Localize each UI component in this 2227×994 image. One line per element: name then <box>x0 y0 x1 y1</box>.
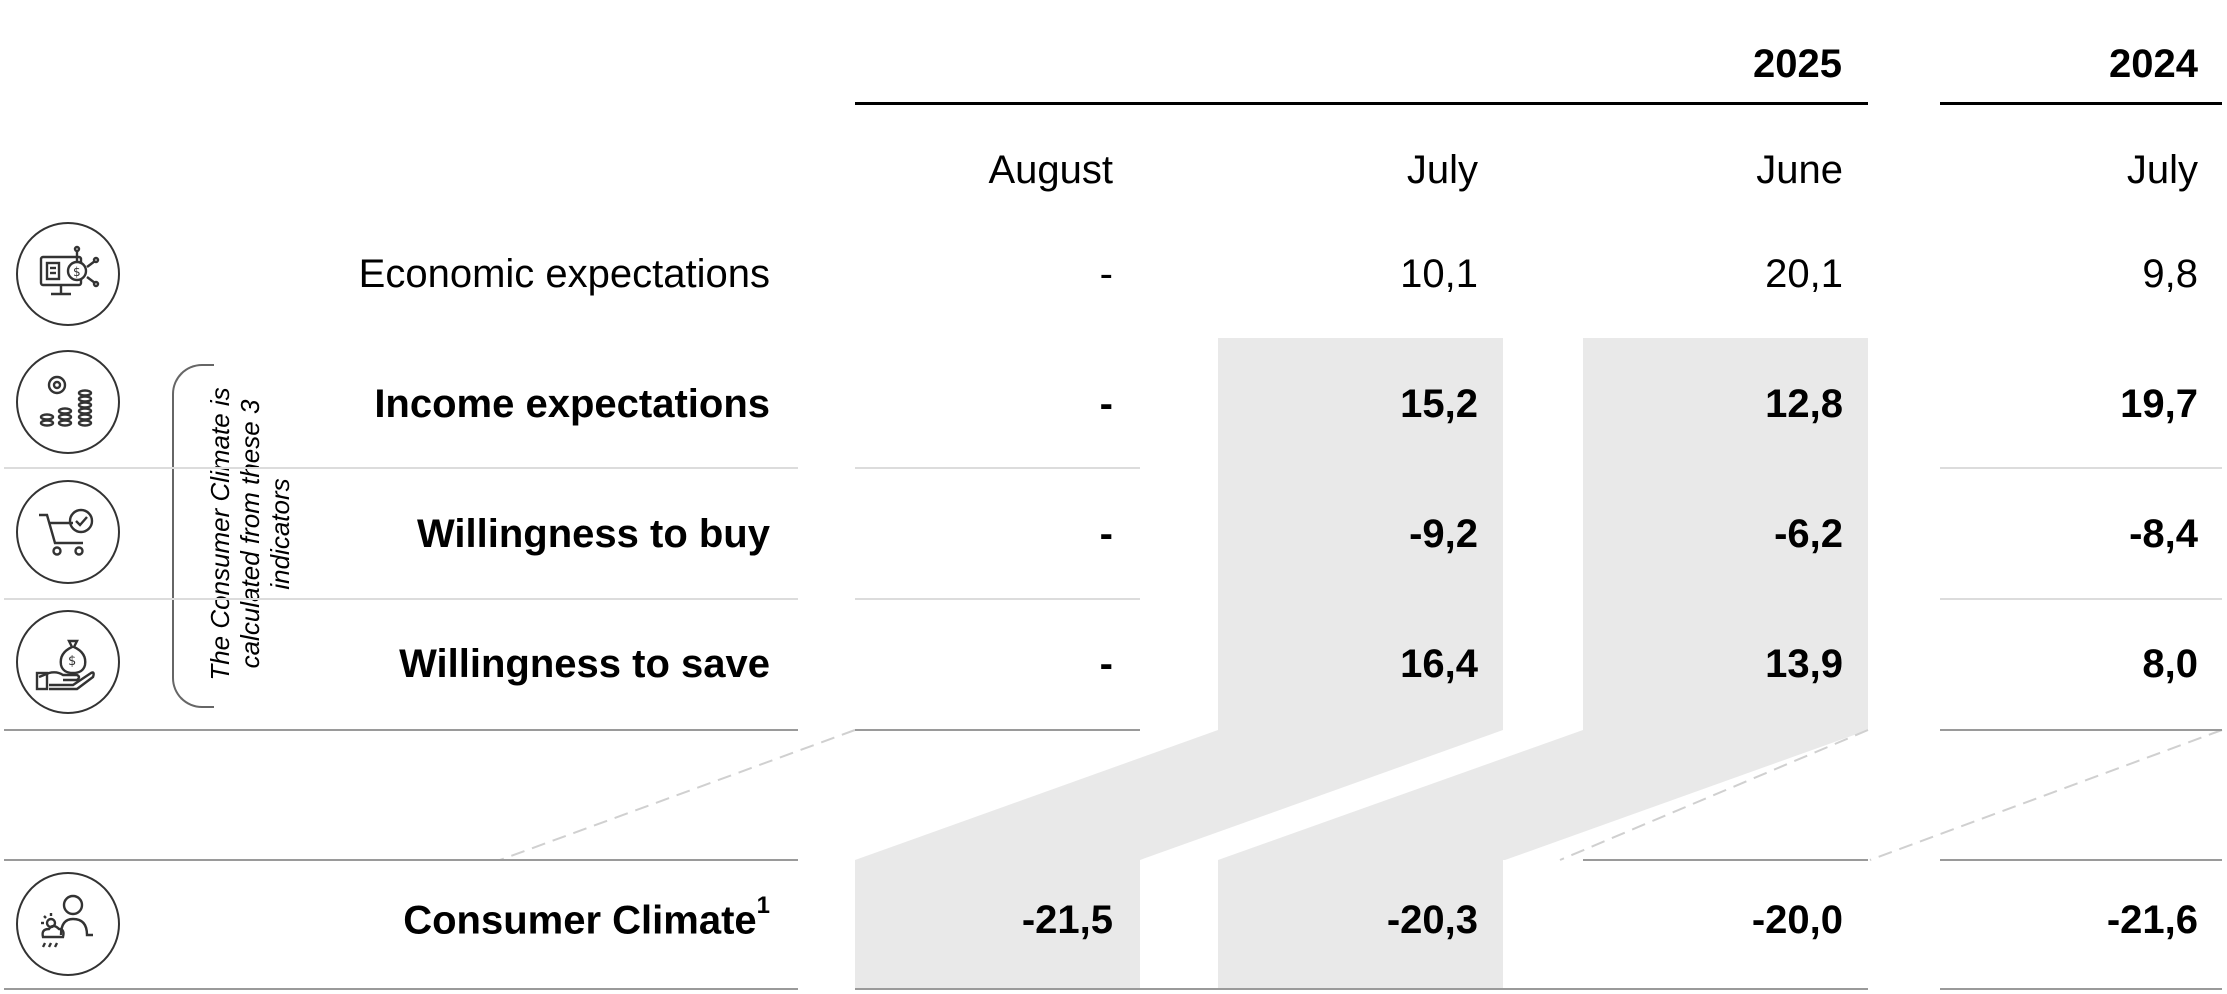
shopping-cart-check-icon <box>39 508 94 556</box>
cell-climate-june: -20,0 <box>1751 898 1843 942</box>
month-header-july-2024: July <box>2126 148 2198 192</box>
rule-climate-top-2024 <box>1940 859 2222 861</box>
rule-after-income-cols <box>855 467 1140 469</box>
rule-after-buy-2024 <box>1940 598 2222 600</box>
cell-save-july-2024: 8,0 <box>2142 642 2198 686</box>
rule-climate-top-june <box>1583 859 1868 861</box>
rule-after-income-2024 <box>1940 467 2222 469</box>
rule-indicators-bottom-2024 <box>1940 729 2222 731</box>
cell-buy-june: -6,2 <box>1774 512 1843 556</box>
year-2024-header: 2024 <box>2109 42 2198 86</box>
cell-income-july: 15,2 <box>1400 382 1478 426</box>
hand-money-bag-icon: $ <box>35 639 95 691</box>
cell-economic-july-2024: 9,8 <box>2142 252 2198 296</box>
month-header-july: July <box>1406 148 1478 192</box>
shade-july-upper <box>1218 338 1503 730</box>
cell-economic-june: 20,1 <box>1765 252 1843 296</box>
cell-buy-august: - <box>1099 512 1113 556</box>
person-weather-icon <box>41 894 93 948</box>
icon-income <box>16 350 120 454</box>
consumer-climate-footnote: 1 <box>756 892 770 919</box>
row-label-income-expectations: Income expectations <box>374 382 770 426</box>
row-label-consumer-climate: Consumer Climate1 <box>240 892 770 943</box>
icon-climate <box>16 872 120 976</box>
cell-economic-august: - <box>1099 252 1113 296</box>
shade-june-upper <box>1583 338 1868 730</box>
icon-save: $ <box>16 610 120 714</box>
svg-text:$: $ <box>73 265 81 279</box>
row-label-economic-expectations: Economic expectations <box>358 252 770 296</box>
month-header-august: August <box>988 148 1113 192</box>
icon-buy <box>16 480 120 584</box>
cell-income-august: - <box>1099 382 1113 426</box>
year-2025-header: 2025 <box>1753 42 1842 86</box>
month-header-june: June <box>1756 148 1843 192</box>
indicator-note-line-1: The Consumer Climate is <box>205 387 235 681</box>
row-label-willingness-to-buy: Willingness to buy <box>417 512 770 556</box>
rule-climate-bottom-cols <box>855 988 1868 990</box>
rule-indicators-bottom-left <box>4 729 798 731</box>
cell-buy-july-2024: -8,4 <box>2129 512 2198 556</box>
cell-save-june: 13,9 <box>1765 642 1843 686</box>
cell-income-july-2024: 19,7 <box>2120 382 2198 426</box>
rule-after-buy <box>4 598 798 600</box>
shade-july-climate <box>1218 860 1503 990</box>
cell-save-july: 16,4 <box>1400 642 1478 686</box>
rule-indicators-bottom-august <box>855 729 1140 731</box>
cell-climate-july-2024: -21,6 <box>2106 898 2198 942</box>
row-label-willingness-to-save: Willingness to save <box>399 642 770 686</box>
cell-save-august: - <box>1099 642 1113 686</box>
rule-climate-bottom-2024 <box>1940 988 2222 990</box>
year-2025-rule <box>855 102 1868 105</box>
coins-stack-icon <box>39 375 93 427</box>
rule-after-buy-cols <box>855 598 1140 600</box>
cell-climate-august: -21,5 <box>1021 898 1113 942</box>
svg-text:$: $ <box>68 654 76 669</box>
year-2024-rule <box>1940 102 2222 105</box>
cell-buy-july: -9,2 <box>1409 512 1478 556</box>
cell-economic-july: 10,1 <box>1400 252 1478 296</box>
icon-economic: $ <box>16 222 120 326</box>
rule-after-income <box>4 467 798 469</box>
shade-august-climate <box>855 860 1140 990</box>
cell-income-june: 12,8 <box>1765 382 1843 426</box>
consumer-climate-label: Consumer Climate <box>403 898 757 943</box>
cell-climate-july: -20,3 <box>1386 898 1478 942</box>
rule-climate-bottom-left <box>4 988 798 990</box>
computer-money-icon: $ <box>39 245 100 296</box>
rule-climate-top-left <box>4 859 798 861</box>
